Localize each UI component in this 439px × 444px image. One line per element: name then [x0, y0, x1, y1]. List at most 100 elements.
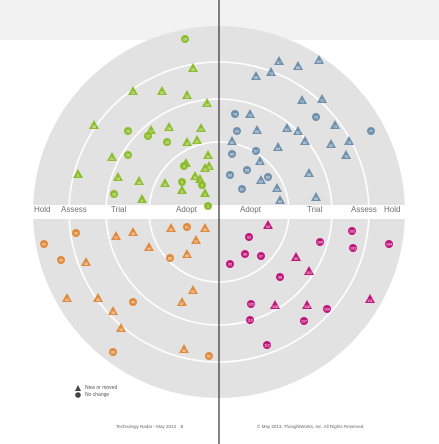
- blip-6[interactable]: 6: [137, 194, 147, 203]
- blip-23[interactable]: 23: [196, 123, 206, 132]
- blip-4[interactable]: 4: [178, 178, 186, 186]
- blip-5[interactable]: 5: [73, 169, 83, 178]
- blip-88[interactable]: 88: [182, 249, 192, 258]
- blip-98[interactable]: 98: [276, 273, 284, 281]
- blip-40[interactable]: 40: [129, 298, 137, 306]
- blip-82[interactable]: 82: [300, 136, 310, 145]
- blip-73[interactable]: 73: [312, 113, 320, 121]
- blip-110[interactable]: 110: [246, 316, 254, 324]
- blip-95[interactable]: 95: [226, 260, 234, 268]
- blip-2[interactable]: 2: [198, 181, 206, 189]
- blip-92[interactable]: 92: [188, 285, 198, 294]
- blip-71[interactable]: 71: [297, 95, 307, 104]
- blip-72[interactable]: 72: [317, 94, 327, 103]
- blip-66[interactable]: 66: [251, 71, 261, 80]
- blip-18[interactable]: 18: [163, 138, 171, 146]
- blip-75[interactable]: 75: [344, 136, 354, 145]
- blip-52[interactable]: 52: [293, 126, 303, 135]
- blip-65[interactable]: 65: [304, 168, 314, 177]
- blip-44[interactable]: 44: [62, 293, 72, 302]
- blip-70[interactable]: 70: [266, 67, 276, 76]
- blip-9[interactable]: 9: [200, 188, 210, 197]
- blip-96[interactable]: 96: [241, 250, 249, 258]
- blip-51[interactable]: 51: [183, 223, 191, 231]
- blip-8[interactable]: 8: [177, 185, 187, 194]
- blip-76[interactable]: 76: [341, 150, 351, 159]
- blip-91[interactable]: 91: [205, 352, 213, 360]
- blip-28[interactable]: 28: [164, 122, 174, 131]
- blip-97[interactable]: 97: [257, 252, 265, 260]
- blip-62[interactable]: 62: [256, 175, 266, 184]
- blip-109[interactable]: 109: [323, 305, 331, 313]
- blip-37[interactable]: 37: [191, 235, 201, 244]
- blip-81[interactable]: 81: [282, 123, 292, 132]
- blip-58[interactable]: 58: [243, 166, 251, 174]
- blip-79[interactable]: 79: [245, 109, 255, 118]
- blip-74[interactable]: 74: [330, 120, 340, 129]
- blip-31[interactable]: 31: [128, 86, 138, 95]
- blip-99[interactable]: 99: [291, 252, 301, 261]
- blip-17[interactable]: 17: [144, 132, 152, 140]
- blip-46[interactable]: 46: [93, 293, 103, 302]
- blip-16[interactable]: 16: [110, 190, 118, 198]
- blip-63[interactable]: 63: [264, 173, 272, 181]
- blip-43[interactable]: 43: [57, 256, 65, 264]
- blip-56[interactable]: 56: [311, 192, 321, 201]
- blip-36[interactable]: 36: [200, 223, 210, 232]
- blip-30[interactable]: 30: [188, 63, 198, 72]
- blip-108[interactable]: 108: [302, 300, 312, 309]
- blip-14[interactable]: 14: [113, 172, 123, 181]
- blip-85[interactable]: 85: [228, 150, 236, 158]
- blip-19[interactable]: 19: [182, 137, 192, 146]
- blip-48[interactable]: 48: [128, 227, 138, 236]
- blip-83[interactable]: 83: [326, 139, 336, 148]
- blip-64[interactable]: 64: [272, 183, 282, 192]
- blip-86[interactable]: 86: [166, 254, 174, 262]
- blip-77[interactable]: 77: [367, 127, 375, 135]
- blip-102[interactable]: 102: [348, 227, 356, 235]
- blip-84[interactable]: 84: [273, 142, 283, 151]
- blip-21[interactable]: 21: [107, 152, 117, 161]
- blip-53[interactable]: 53: [233, 127, 241, 135]
- blip-55[interactable]: 55: [275, 195, 285, 204]
- blip-26[interactable]: 26: [124, 127, 132, 135]
- blip-7[interactable]: 7: [195, 174, 205, 183]
- blip-101[interactable]: 101: [304, 266, 314, 275]
- blip-22[interactable]: 22: [192, 135, 202, 144]
- blip-100[interactable]: 100: [316, 238, 324, 246]
- blip-11[interactable]: 11: [190, 171, 200, 180]
- blip-54[interactable]: 54: [255, 156, 265, 165]
- blip-105[interactable]: 105: [247, 300, 255, 308]
- blip-45[interactable]: 45: [81, 257, 91, 266]
- blip-69[interactable]: 69: [314, 55, 324, 64]
- blip-60[interactable]: 60: [226, 171, 234, 179]
- blip-57[interactable]: 57: [252, 147, 260, 155]
- blip-111[interactable]: 111: [365, 294, 375, 303]
- blip-59[interactable]: 59: [227, 136, 237, 145]
- blip-32[interactable]: 32: [157, 86, 167, 95]
- blip-78[interactable]: 78: [231, 110, 239, 118]
- blip-68[interactable]: 68: [293, 61, 303, 70]
- blip-106[interactable]: 106: [270, 300, 280, 309]
- blip-20[interactable]: 20: [124, 151, 132, 159]
- blip-112[interactable]: 112: [263, 341, 271, 349]
- blip-89[interactable]: 89: [109, 348, 117, 356]
- blip-24[interactable]: 24: [203, 150, 213, 159]
- blip-34[interactable]: 34: [202, 98, 212, 107]
- blip-38[interactable]: 38: [108, 306, 118, 315]
- blip-35[interactable]: 35: [89, 120, 99, 129]
- blip-61[interactable]: 61: [238, 185, 246, 193]
- blip-42[interactable]: 42: [72, 229, 80, 237]
- blip-67[interactable]: 67: [274, 56, 284, 65]
- blip-94[interactable]: 94: [263, 220, 273, 229]
- blip-47[interactable]: 47: [111, 231, 121, 240]
- blip-1[interactable]: 1: [204, 202, 212, 210]
- blip-33[interactable]: 33: [182, 90, 192, 99]
- blip-50[interactable]: 50: [166, 223, 176, 232]
- blip-49[interactable]: 49: [144, 242, 154, 251]
- blip-80[interactable]: 80: [252, 125, 262, 134]
- blip-104[interactable]: 104: [385, 240, 393, 248]
- blip-93[interactable]: 93: [245, 233, 253, 241]
- blip-10[interactable]: 10: [160, 178, 170, 187]
- blip-107[interactable]: 107: [300, 317, 308, 325]
